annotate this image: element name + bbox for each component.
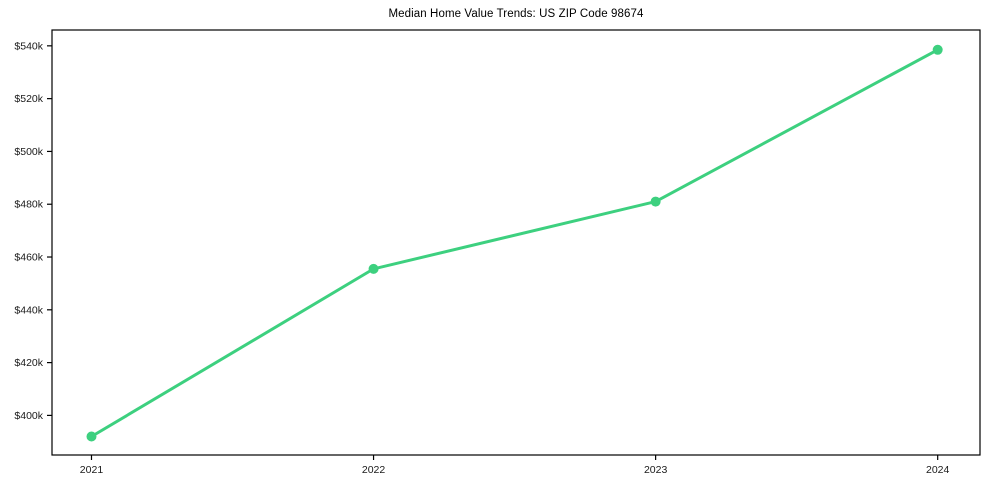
y-tick-label: $420k	[14, 357, 43, 369]
y-tick-label: $520k	[14, 93, 43, 105]
chart-title: Median Home Value Trends: US ZIP Code 98…	[388, 8, 644, 20]
x-tick-label: 2021	[80, 464, 104, 476]
y-tick-label: $460k	[14, 252, 43, 264]
y-tick-label: $500k	[14, 146, 43, 158]
data-point-2023	[650, 196, 661, 207]
y-tick-label: $540k	[14, 40, 43, 52]
data-point-2024	[932, 44, 943, 55]
x-tick-label: 2023	[644, 464, 668, 476]
plot-border	[51, 29, 981, 456]
x-tick-label: 2024	[926, 464, 950, 476]
data-point-2022	[368, 263, 379, 274]
y-tick-label: $440k	[14, 304, 43, 316]
trend-line	[89, 48, 940, 439]
y-tick-label: $400k	[14, 410, 43, 422]
y-tick-label: $480k	[14, 199, 43, 211]
x-tick-label: 2022	[362, 464, 386, 476]
data-point-2021	[86, 431, 97, 442]
